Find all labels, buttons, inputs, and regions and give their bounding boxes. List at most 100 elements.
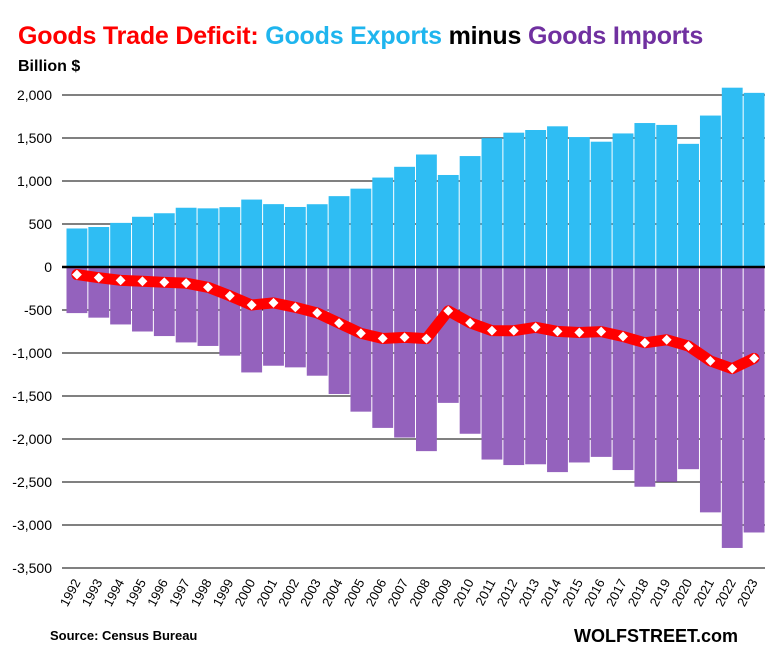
- deficit-marker: [727, 363, 738, 374]
- x-tick-label: 1994: [100, 576, 127, 609]
- y-axis-label: Billion $: [18, 58, 81, 75]
- export-bar: [678, 143, 699, 267]
- x-tick-label: 1999: [210, 576, 237, 609]
- export-bar: [306, 204, 328, 267]
- export-bar: [153, 213, 175, 267]
- title-part-minus: minus: [448, 22, 528, 50]
- x-tick-label: 2020: [668, 576, 695, 609]
- import-bar: [394, 267, 415, 438]
- deficit-marker: [683, 341, 694, 351]
- deficit-marker: [574, 327, 585, 338]
- import-bar: [437, 267, 459, 403]
- export-bar: [132, 216, 153, 267]
- y-tick-label: 0: [44, 259, 52, 275]
- import-bar: [678, 267, 699, 470]
- import-bar: [590, 267, 612, 457]
- export-bar: [612, 133, 634, 267]
- import-bar: [416, 267, 437, 452]
- export-bar: [547, 126, 568, 267]
- export-bar: [328, 196, 350, 267]
- import-bar: [656, 267, 678, 482]
- deficit-marker: [334, 318, 344, 329]
- import-bar: [547, 267, 568, 473]
- export-bar: [437, 174, 459, 267]
- import-bar: [459, 267, 481, 434]
- deficit-marker: [465, 317, 476, 328]
- x-tick-label: 2016: [581, 576, 608, 609]
- y-tick-label: -2,000: [12, 431, 52, 447]
- x-tick-label: 2017: [603, 576, 630, 609]
- x-tick-label: 2000: [231, 576, 258, 609]
- y-tick-label: 2,000: [17, 87, 52, 103]
- export-bar: [197, 208, 219, 267]
- y-tick-label: -3,500: [12, 560, 52, 576]
- y-tick-label: 500: [29, 216, 53, 232]
- title-part-imports: Goods Imports: [527, 22, 704, 50]
- deficit-marker: [268, 297, 279, 308]
- import-bar: [263, 267, 284, 366]
- y-tick-label: 1,000: [17, 173, 52, 189]
- y-tick-label: -2,500: [12, 474, 52, 490]
- export-bar: [743, 92, 765, 267]
- export-bar: [394, 166, 415, 267]
- import-bar: [197, 267, 219, 346]
- import-bar: [219, 267, 241, 356]
- deficit-marker: [530, 322, 541, 333]
- x-tick-label: 1996: [144, 576, 171, 609]
- y-tick-label: -500: [24, 302, 52, 318]
- deficit-marker: [399, 332, 410, 343]
- export-bar: [350, 188, 372, 267]
- deficit-marker: [552, 326, 563, 337]
- x-tick-label: 2014: [537, 576, 564, 609]
- x-tick-label: 2019: [647, 576, 674, 609]
- import-bar: [699, 267, 721, 513]
- x-tick-label: 2002: [275, 576, 302, 609]
- deficit-marker: [639, 337, 650, 348]
- import-bar: [350, 267, 372, 412]
- deficit-marker: [705, 355, 716, 366]
- deficit-marker: [618, 331, 628, 342]
- x-tick-label: 2010: [450, 576, 477, 609]
- import-bar: [743, 267, 765, 533]
- deficit-marker: [487, 325, 497, 336]
- deficit-marker: [355, 328, 366, 339]
- deficit-marker: [246, 300, 257, 310]
- export-bar: [656, 124, 678, 267]
- export-bar: [66, 228, 88, 267]
- chart-title: Goods Trade Deficit: Goods Exports minus…: [18, 22, 703, 51]
- deficit-marker: [661, 334, 672, 345]
- import-bar: [634, 267, 656, 487]
- deficit-marker: [137, 276, 148, 287]
- export-bar: [503, 132, 525, 267]
- export-bar: [525, 130, 547, 267]
- import-bar: [481, 267, 503, 460]
- export-bar: [568, 137, 590, 267]
- import-bar: [372, 267, 394, 428]
- export-bar: [481, 138, 503, 267]
- deficit-marker: [421, 333, 432, 344]
- export-bar: [241, 199, 263, 267]
- x-tick-label: 2001: [253, 576, 280, 609]
- x-tick-label: 1992: [57, 576, 84, 609]
- export-bar: [590, 141, 612, 267]
- deficit-marker: [312, 307, 323, 318]
- x-tick-label: 2018: [625, 576, 652, 609]
- x-tick-label: 2023: [734, 576, 761, 609]
- import-bar: [568, 267, 590, 463]
- x-tick-label: 1993: [79, 576, 106, 609]
- x-tick-label: 2005: [341, 576, 368, 609]
- export-bar: [699, 115, 721, 267]
- deficit-marker: [181, 278, 192, 289]
- deficit-marker: [377, 333, 388, 344]
- export-bar: [88, 227, 110, 267]
- x-tick-label: 2015: [559, 576, 586, 609]
- x-tick-label: 1995: [122, 576, 149, 609]
- x-tick-label: 1998: [188, 576, 215, 609]
- deficit-marker: [290, 302, 301, 313]
- import-bar: [241, 267, 263, 373]
- x-tick-label: 2021: [690, 576, 717, 609]
- export-bar: [372, 177, 394, 267]
- import-bar: [525, 267, 547, 465]
